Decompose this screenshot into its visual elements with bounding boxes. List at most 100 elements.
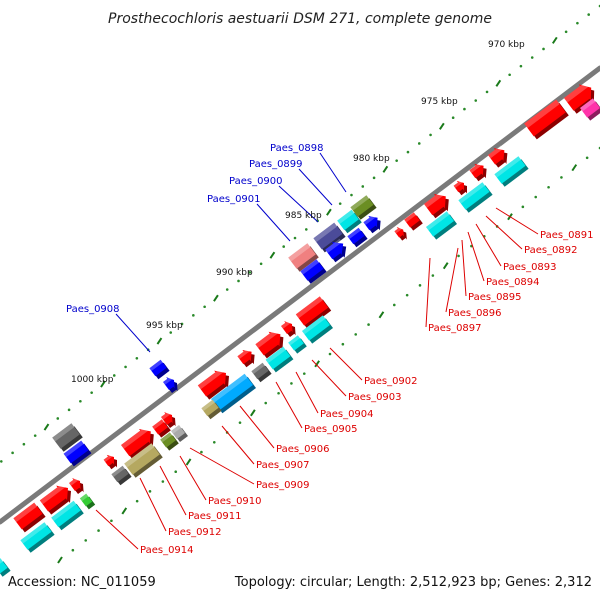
gene-fwd-24-body [121, 429, 151, 457]
gene-fwd-4-body [453, 180, 464, 193]
gene-fwd-23-body [152, 419, 168, 435]
gene-fwd-18-highlight [251, 362, 265, 374]
tick-dot [0, 460, 3, 463]
tick-dot [534, 195, 538, 199]
tick-dot [174, 470, 178, 474]
gene-fwd-12-body [281, 321, 293, 334]
gene-label-paes_0912: Paes_0912 [168, 527, 222, 538]
tick-dash [100, 380, 106, 388]
tick-dot [361, 185, 365, 188]
gene-fwd-35-highlight [20, 522, 47, 544]
gene-fwd-8-highlight [494, 156, 521, 178]
gene-fwd-24 [121, 425, 154, 460]
kbp-label-975-kbp: 975 kbp [421, 97, 458, 107]
kbp-label-995-kbp: 995 kbp [146, 321, 183, 331]
gene-fwd-26 [171, 425, 188, 442]
gene-fwd-2 [488, 145, 508, 168]
gene-fwd-14-highlight [237, 347, 251, 359]
gene-fwd-19-highlight [197, 367, 225, 390]
gene-rev-1 [337, 209, 362, 234]
tick-dot [264, 401, 268, 405]
leader-paes_0900 [278, 185, 319, 223]
gene-fwd-32 [13, 502, 46, 533]
tick-dot [212, 440, 216, 444]
tick-dash [185, 458, 192, 466]
gene-fwd-21-highlight [201, 399, 215, 411]
gene-fwd-12-highlight [281, 320, 292, 329]
tick-dot [124, 365, 127, 369]
tick-dot [474, 99, 478, 102]
gene-fwd-20 [211, 373, 256, 414]
gene-fwd-6-body [404, 212, 420, 228]
tick-dot [560, 176, 563, 179]
gene-fwd-30 [69, 477, 84, 494]
gene-rev-4 [363, 213, 381, 234]
tick-dot [33, 434, 37, 437]
tick-dot [22, 442, 26, 446]
tick-dash [121, 507, 128, 515]
gene-label-paes_0896: Paes_0896 [448, 308, 502, 319]
gene-fwd-17-body [265, 346, 291, 370]
gene-rev-6-body [325, 242, 344, 260]
gene-rev-8-highlight [149, 359, 163, 371]
tick-dot [328, 352, 332, 356]
tick-dot [587, 13, 591, 16]
label-layer: Paes_0898 Paes_0899 Paes_0900 Paes_0901 Paes… [66, 143, 594, 556]
leader-paes_0911 [159, 465, 187, 516]
gene-fwd-19 [197, 367, 229, 400]
gene-fwd-9-body [458, 182, 490, 210]
gene-rev-0 [350, 195, 377, 220]
tick-dot [84, 539, 88, 542]
tick-dot [354, 333, 358, 336]
tick-dash [43, 423, 50, 431]
gene-fwd-8-body [494, 156, 526, 184]
accession-text: Accession: NC_011059 [8, 575, 156, 590]
gene-fwd-9 [458, 182, 493, 213]
gene-fwd-14 [237, 347, 255, 368]
tick-dot [431, 274, 435, 277]
gene-fwd-17-highlight [265, 346, 286, 364]
tick-dash [326, 208, 332, 216]
leader-layer [95, 152, 539, 550]
tick-dash [378, 311, 385, 319]
gene-fwd-30-body [69, 478, 81, 491]
gene-fwd-29 [111, 465, 132, 486]
gene-fwd-6 [404, 212, 423, 231]
gene-label-paes_0893: Paes_0893 [503, 262, 557, 273]
leader-paes_0908 [115, 313, 151, 353]
tick-dot [282, 245, 286, 248]
gene-fwd-20-body [211, 373, 253, 411]
leader-paes_0896 [445, 247, 459, 313]
leader-paes_0907 [221, 425, 255, 465]
tick-dot [485, 90, 489, 94]
gene-fwd-13-body [255, 331, 281, 356]
tick-dot [237, 279, 240, 283]
tick-dot [417, 142, 421, 145]
gene-fwd-22-body [161, 412, 173, 425]
tick-dash [156, 337, 163, 345]
gene-fwd-22-highlight [161, 411, 172, 420]
gene-fwd-15-body [302, 315, 330, 341]
gene-label-paes_0909: Paes_0909 [256, 480, 310, 491]
gene-fwd-18 [251, 362, 272, 383]
tick-dot [530, 56, 534, 59]
gene-rev-7 [300, 259, 327, 284]
gene-fwd-9-highlight [458, 182, 485, 204]
tick-dash [269, 251, 276, 259]
gene-rev-6-highlight [325, 238, 343, 253]
gene-fwd-16 [288, 335, 307, 354]
tick-dot [302, 372, 306, 375]
tick-dot [406, 150, 410, 154]
leader-paes_0898 [319, 152, 347, 193]
gene-fwd-1 [524, 99, 569, 140]
gene-fwd-2-highlight [488, 145, 504, 159]
tick-dot [110, 519, 113, 523]
gene-fwd-30-highlight [69, 477, 80, 486]
gene-rev-10 [52, 423, 83, 452]
gene-fwd-35 [20, 522, 55, 553]
leader-paes_0910 [179, 455, 207, 501]
gene-fwd-10 [426, 211, 457, 240]
gene-fwd-31-highlight [39, 482, 67, 505]
gene-fwd-29-highlight [111, 465, 125, 477]
